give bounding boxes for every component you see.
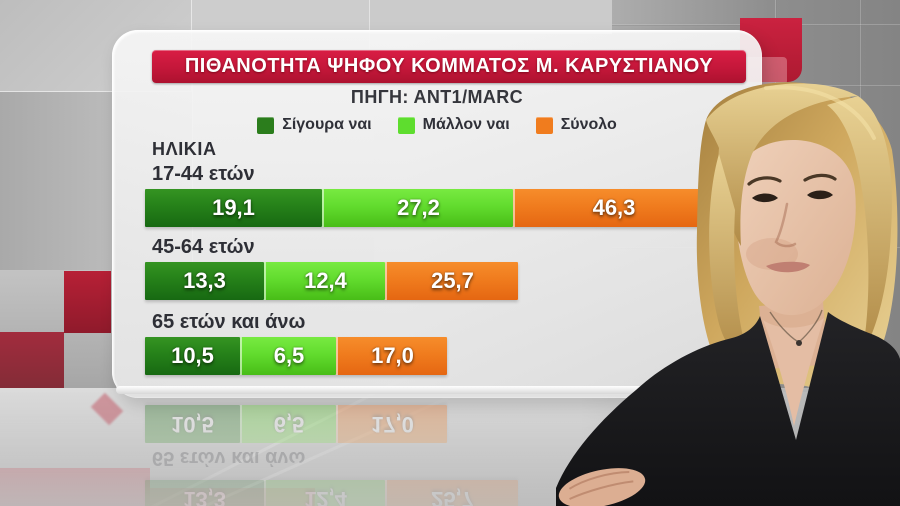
headline-banner: ΠΙΘΑΝΟΤΗΤΑ ΨΗΦΟΥ ΚΟΜΜΑΤΟΣ Μ. ΚΑΡΥΣΤΙΑΝΟΥ <box>152 50 746 83</box>
reflection-bar-value: 17,0 <box>371 412 414 437</box>
bar-value: 12,4 <box>304 268 347 293</box>
bar-value: 17,0 <box>371 343 414 368</box>
bar-value: 46,3 <box>592 195 636 220</box>
bg-tile <box>370 0 620 34</box>
bar-value: 19,1 <box>212 195 255 220</box>
bar-segment-synolo: 17,0 <box>336 337 447 375</box>
bar-group: 10,5 6,5 17,0 <box>145 337 447 375</box>
hair-front-right <box>827 96 892 355</box>
jacket-shape <box>556 312 900 506</box>
reflection-bar-segment-sigoura-nai: 10,5 <box>145 405 240 443</box>
bar-segment-sigoura-nai: 13,3 <box>145 262 264 300</box>
reflection-bar-value: 10,5 <box>171 412 214 437</box>
hair-highlight <box>764 85 876 140</box>
hair-side-left <box>709 154 752 365</box>
bar-value: 27,2 <box>397 195 440 220</box>
reflection-bar-value: 13,3 <box>183 487 226 506</box>
eyebrow-left <box>747 176 782 186</box>
face-shape <box>735 139 856 316</box>
bar-segment-mallon-nai: 27,2 <box>322 189 513 227</box>
bar-value: 6,5 <box>273 343 305 368</box>
reflection-bar-group: 10,5 6,5 17,0 <box>145 405 447 443</box>
reflection-bar-value: 25,7 <box>431 487 474 506</box>
bar-group: 13,3 12,4 25,7 <box>145 262 518 300</box>
chart-content: ΠΙΘΑΝΟΤΗΤΑ ΨΗΦΟΥ ΚΟΜΜΑΤΟΣ Μ. ΚΑΡΥΣΤΙΑΝΟΥ… <box>112 50 762 375</box>
reflection-bar-segment-mallon-nai: 12,4 <box>264 480 385 506</box>
red-accent-square-left <box>64 271 111 333</box>
bar-row: 45-64 ετών 13,3 12,4 25,7 <box>145 236 518 300</box>
bar-row: 65 ετών και άνω 10,5 6,5 17,0 <box>145 311 447 375</box>
source-line: ΠΗΓΗ: ΑΝΤ1/MARC <box>350 86 524 107</box>
nose-shape <box>774 202 797 248</box>
category-label: 17-44 ετών <box>152 163 255 185</box>
eyebrow-right <box>803 173 837 182</box>
hair-front-left <box>706 83 858 246</box>
legend: Σίγουρα ναι Μάλλον ναι Σύνολο <box>112 113 762 137</box>
category-label: 45-64 ετών <box>152 236 255 258</box>
necklace-pendant <box>796 340 802 346</box>
bar-segment-synolo: 46,3 <box>513 189 713 227</box>
hand-shape <box>558 468 646 506</box>
bar-value: 25,7 <box>431 268 474 293</box>
category-label: 65 ετών και άνω <box>152 311 306 333</box>
reflection-bar-value: 6,5 <box>273 412 305 437</box>
legend-item-1: Μάλλον ναι <box>397 116 510 134</box>
reflection-bar-segment-synolo: 17,0 <box>336 405 447 443</box>
headline-text: ΠΙΘΑΝΟΤΗΤΑ ΨΗΦΟΥ ΚΟΜΜΑΤΟΣ Μ. ΚΑΡΥΣΤΙΑΝΟΥ <box>184 55 714 77</box>
bar-segment-mallon-nai: 6,5 <box>240 337 336 375</box>
legend-swatch <box>535 116 553 134</box>
legend-swatch <box>257 116 275 134</box>
bar-value: 10,5 <box>171 343 214 368</box>
legend-item-2: Σύνολο <box>535 116 617 134</box>
bar-segment-synolo: 25,7 <box>385 262 518 300</box>
bar-segment-sigoura-nai: 19,1 <box>145 189 322 227</box>
lips-shape <box>766 261 810 273</box>
panel-bottom-edge <box>116 386 762 394</box>
bar-group: 19,1 27,2 46,3 <box>145 189 713 227</box>
chest-shape <box>763 318 824 426</box>
age-group-label: ΗΛΙΚΙΑ <box>152 139 217 159</box>
legend-label: Σύνολο <box>560 116 617 133</box>
bar-row: 17-44 ετών 19,1 27,2 46,3 <box>145 163 713 227</box>
reflection-category-label: 65 ετών και άνω <box>152 447 306 469</box>
floor-red-reflection <box>0 468 150 506</box>
reflection-bar-value: 12,4 <box>304 487 347 506</box>
bar-segment-sigoura-nai: 10,5 <box>145 337 240 375</box>
portrait-woman <box>556 82 900 506</box>
legend-item-0: Σίγουρα ναι <box>257 116 372 134</box>
reflection-bar-segment-synolo: 25,7 <box>385 480 518 506</box>
bar-segment-mallon-nai: 12,4 <box>264 262 385 300</box>
bar-value: 13,3 <box>183 268 226 293</box>
reflection-bar-row: 65 ετών και άνω 10,5 6,5 17,0 <box>145 405 447 469</box>
legend-label: Μάλλον ναι <box>422 116 510 133</box>
eye-right <box>807 190 833 200</box>
reflection-bar-segment-mallon-nai: 6,5 <box>240 405 336 443</box>
reflection-bar-group: 13,3 12,4 25,7 <box>145 480 518 506</box>
legend-label: Σίγουρα ναι <box>282 116 372 133</box>
eye-left <box>752 193 778 203</box>
legend-swatch <box>397 116 415 134</box>
reflection-bar-segment-sigoura-nai: 13,3 <box>145 480 264 506</box>
